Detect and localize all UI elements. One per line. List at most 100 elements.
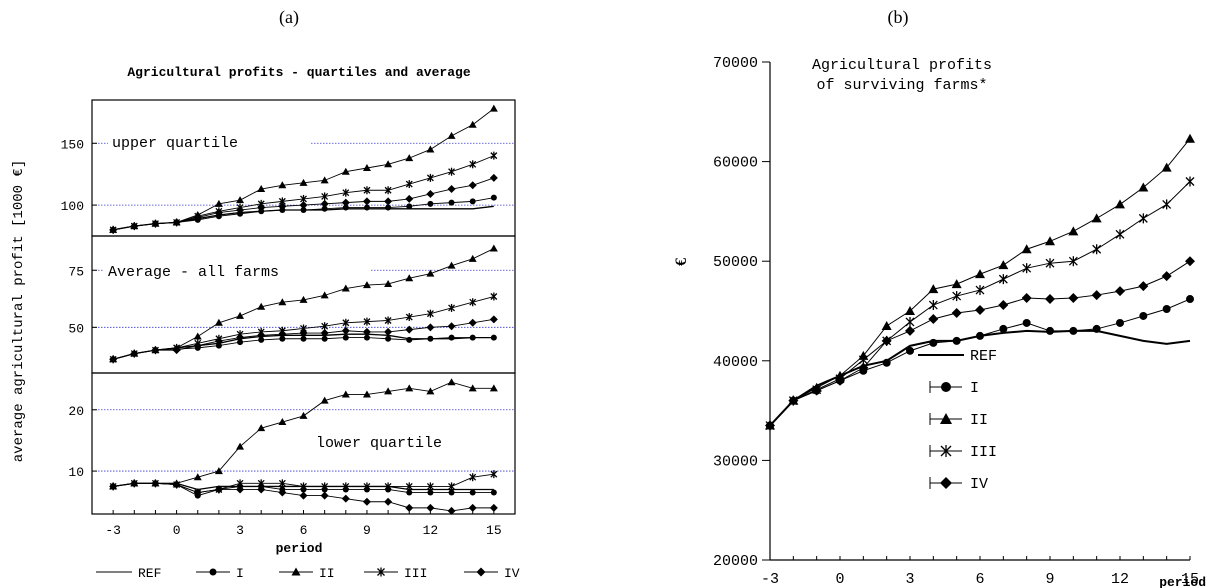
marker-III [1115,229,1125,240]
y-tick-label: 150 [61,137,84,152]
marker-IV [405,325,414,334]
marker-III [928,300,938,311]
legend-label-II: II [970,412,988,429]
marker-II [426,387,435,395]
marker-III [448,482,456,491]
marker-III [1185,176,1195,187]
legend-label-III: III [970,444,997,461]
marker-IV [130,222,139,231]
marker-IV [193,213,202,222]
marker-II [193,332,202,340]
marker-III [1068,256,1078,267]
marker-IV [172,480,181,489]
marker-IV [1161,271,1172,282]
marker-III [490,292,498,301]
marker-I [406,489,413,496]
marker-II [236,196,245,204]
marker-IV [299,329,308,338]
marker-IV [362,197,371,206]
marker-II [362,164,371,171]
marker-IV [151,479,160,488]
marker-II [278,298,287,306]
marker-II [468,384,477,392]
marker-IV [405,503,414,512]
marker-IV [905,325,915,336]
marker-IV [426,189,435,198]
marker-IV [151,346,160,355]
marker-IV [236,333,245,342]
marker-I [882,358,891,367]
marker-IV [468,318,477,327]
marker-II [1091,213,1102,223]
marker-I [279,335,286,342]
marker-II [468,254,477,262]
x-tick-label: 0 [835,571,844,588]
y-tick-label: 100 [61,199,84,214]
marker-IV [975,305,985,316]
marker-IV [214,337,223,346]
marker-IV [765,420,775,431]
x-tick-label: -3 [105,523,121,538]
marker-II [975,269,985,279]
marker-I [363,334,370,341]
series-line-III [769,181,1191,426]
marker-IV [489,315,498,324]
marker-IV [299,491,308,500]
legend-label-I: I [970,380,979,397]
marker-I [406,336,413,343]
marker-IV [341,494,350,503]
legend-label-I: I [236,566,244,581]
marker-II [257,302,266,310]
marker-II [299,411,308,419]
marker-II [489,244,498,252]
marker-IV [214,208,223,217]
marker-III [278,479,286,488]
marker-III [975,285,985,296]
marker-I [929,338,938,347]
marker-III [1138,213,1148,224]
panel-label: upper quartile [112,135,238,152]
marker-IV [384,327,393,336]
marker-IV [320,199,329,208]
marker-III [405,313,413,322]
y-axis-label: average agricultural profit [1000 €] [11,160,27,462]
marker-I [258,336,265,343]
marker-IV [1091,290,1102,301]
marker-II [1115,199,1125,209]
marker-III [952,291,962,302]
marker-II [447,131,456,139]
marker-III [384,482,392,491]
marker-III [1045,258,1055,269]
marker-IV [341,198,350,207]
marker-IV [278,330,287,339]
legend-marker [377,567,385,577]
marker-IV [489,503,498,512]
marker-I [427,335,434,342]
panel-label-bg [104,261,370,281]
legend-marker [941,382,951,392]
marker-III [426,309,434,318]
marker-III [1022,263,1032,274]
marker-I [237,339,244,346]
marker-IV [109,482,118,491]
marker-IV [1068,293,1079,304]
marker-II [1045,236,1055,246]
marker-II [320,176,329,184]
marker-IV [468,181,477,190]
marker-I [1139,311,1148,320]
x-tick-label: 6 [975,571,984,588]
marker-II [362,281,371,289]
marker-III [363,317,371,326]
marker-II [1161,162,1172,172]
marker-II [278,418,287,426]
marker-III [426,173,434,182]
y-tick-label: 50 [68,321,84,336]
panel-label: lower quartile [316,435,442,452]
marker-IV [109,225,118,234]
x-tick-label: 12 [423,523,439,538]
marker-I [385,204,392,211]
marker-IV [278,488,287,497]
marker-III [384,186,392,195]
y-tick-label: 50000 [713,254,758,271]
marker-I [427,489,434,496]
